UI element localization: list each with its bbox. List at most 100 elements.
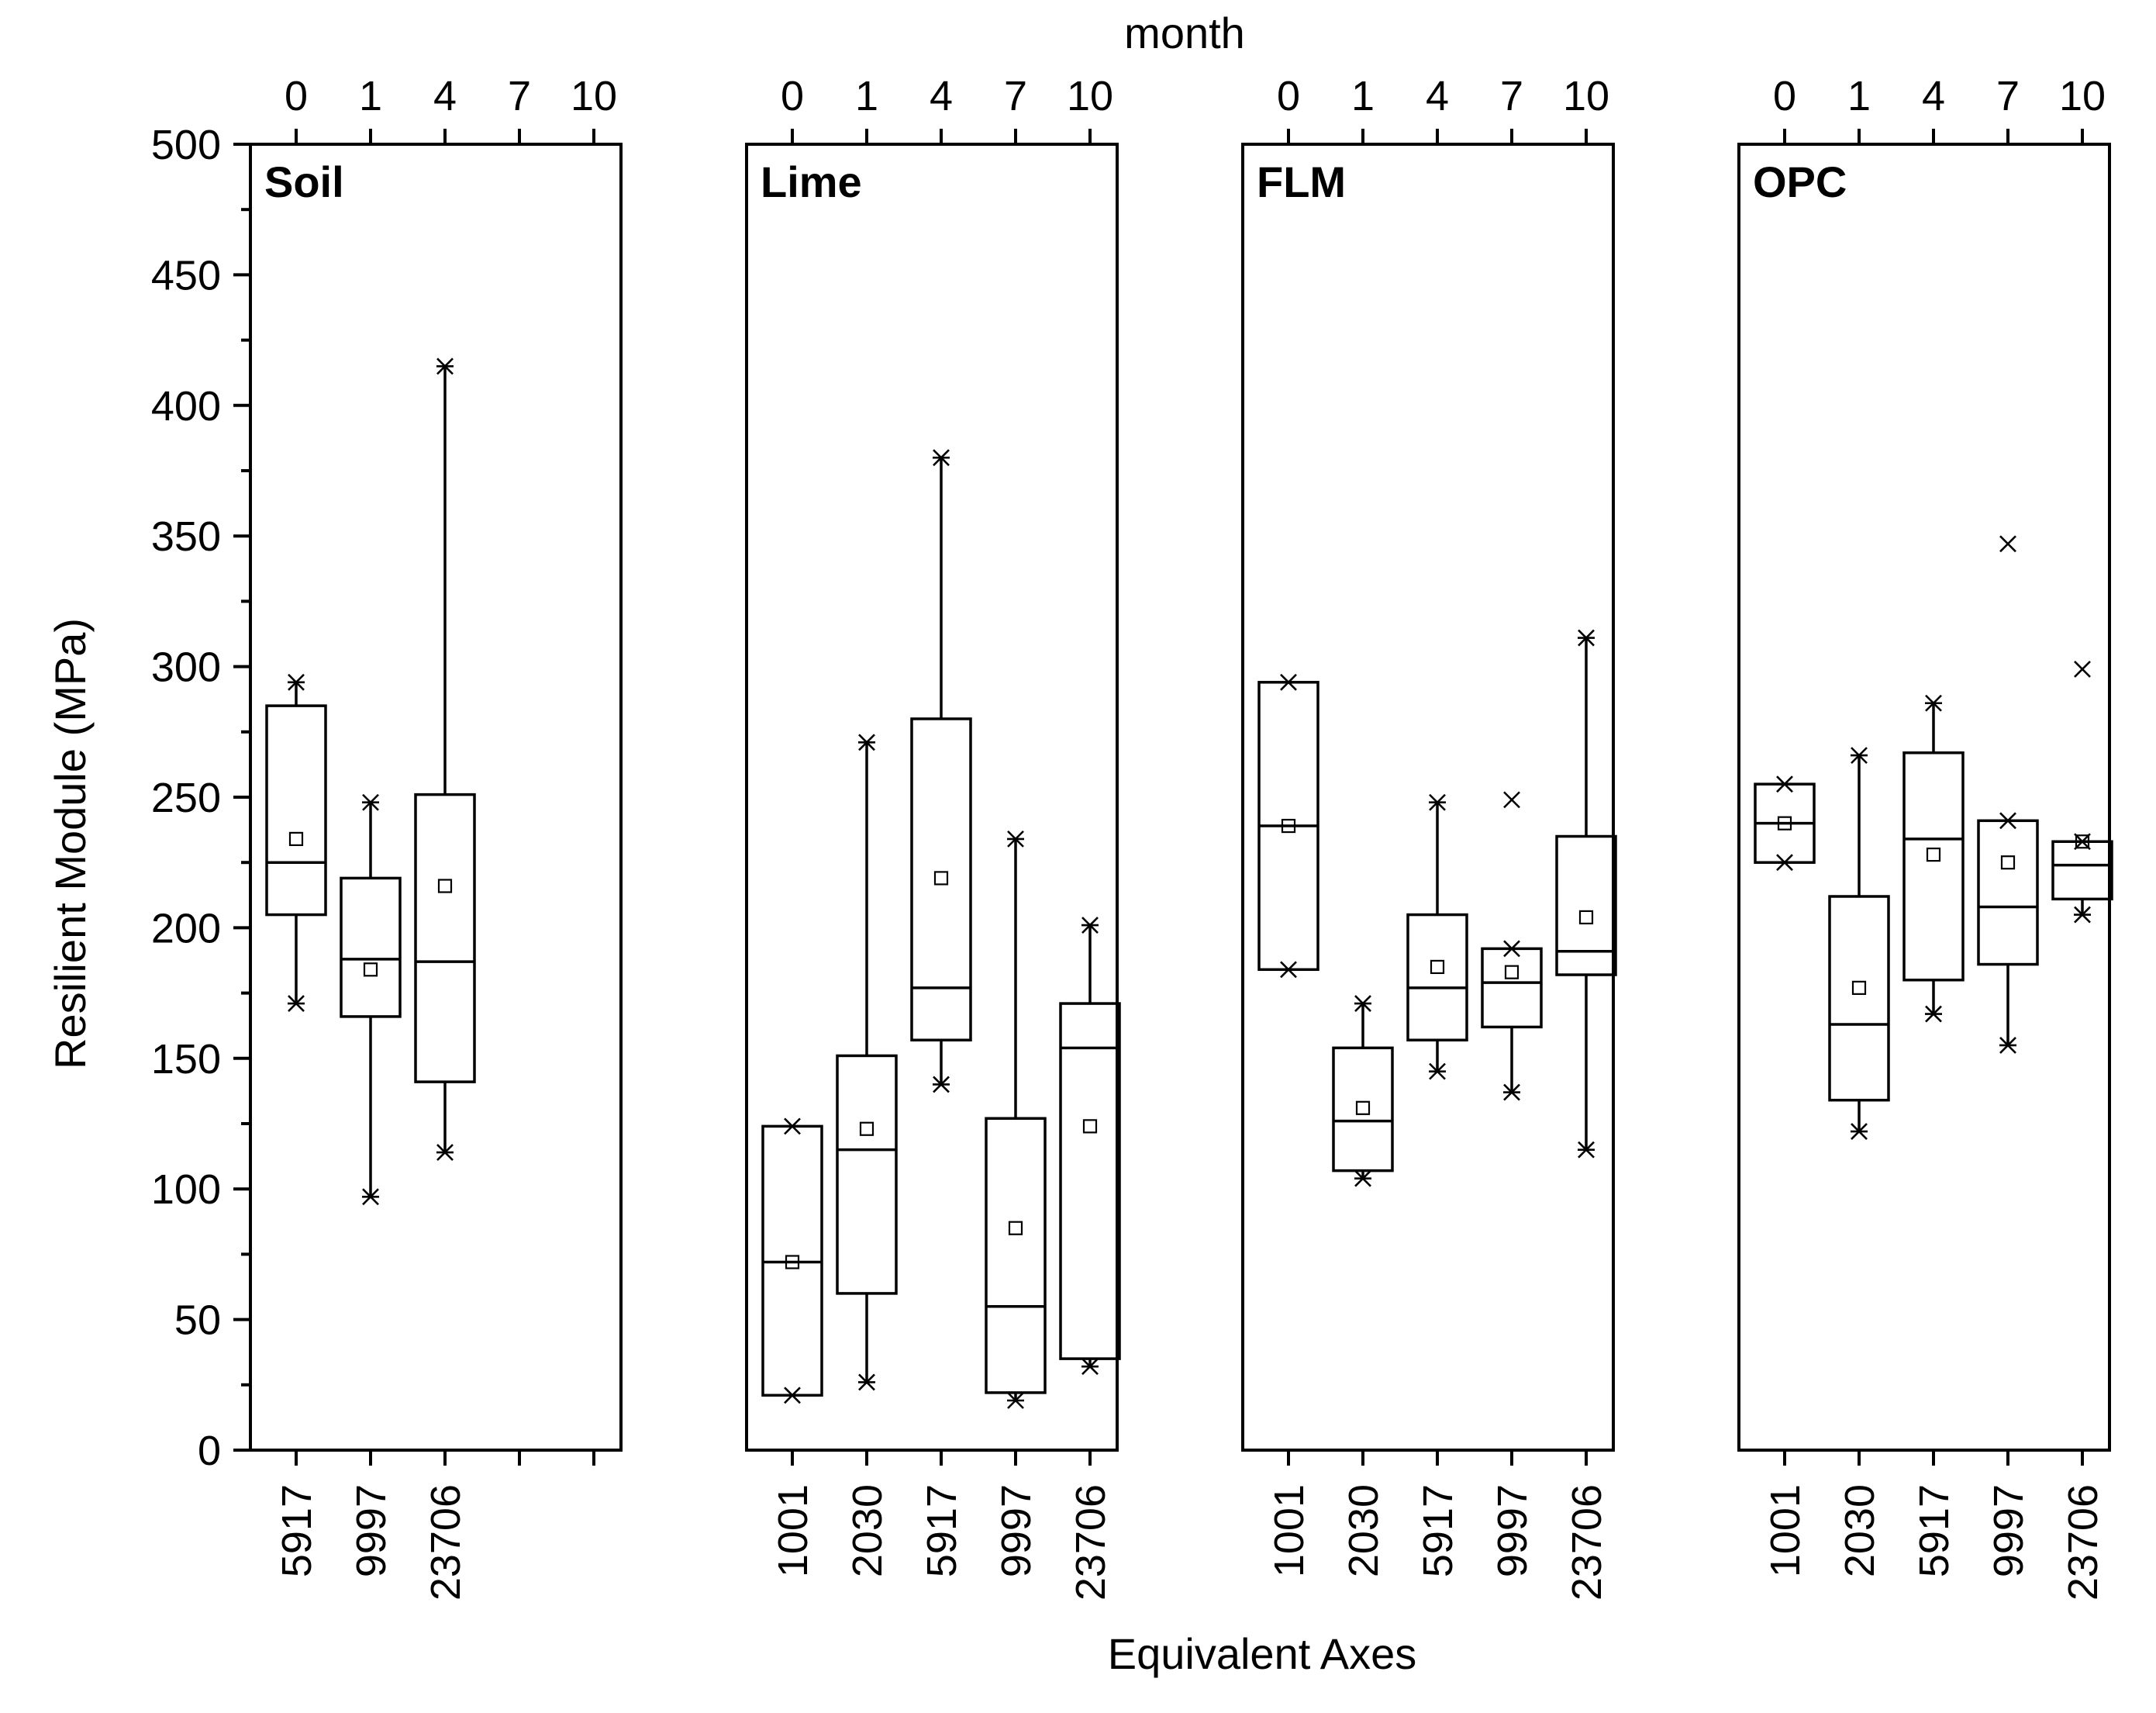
month-tick-label: 10 bbox=[1563, 73, 1609, 119]
month-tick-label: 0 bbox=[1277, 73, 1300, 119]
panel-lime-box-1-min-marker bbox=[858, 1373, 875, 1391]
category-tick-label: 9997 bbox=[348, 1484, 395, 1577]
category-tick-label: 9997 bbox=[993, 1484, 1040, 1577]
panel-opc-box-4-max-marker bbox=[2074, 833, 2091, 851]
panel-flm-frame bbox=[1241, 143, 1615, 1452]
y-tick-label: 250 bbox=[151, 775, 221, 821]
month-tick-label: 7 bbox=[1004, 73, 1027, 119]
y-axis-title: Resilient Module (MPa) bbox=[46, 618, 95, 1069]
category-tick-label: 1001 bbox=[1266, 1484, 1313, 1577]
panel-flm-box-4-max-marker bbox=[1578, 629, 1595, 647]
panel-soil-box-1 bbox=[340, 793, 402, 1206]
panel-flm-box-3-outlier-stroke bbox=[1503, 791, 1520, 809]
panel-soil-box-0-mean bbox=[288, 831, 304, 846]
panel-soil-box-2-mean bbox=[437, 879, 453, 893]
panel-soil: Soil 0 50 100 150 200 250 300 350 400 450 500 0 1 4 7 10… bbox=[151, 73, 623, 1601]
month-tick-label: 7 bbox=[1500, 73, 1523, 119]
month-tick-label: 0 bbox=[285, 73, 308, 119]
month-tick-label: 7 bbox=[508, 73, 531, 119]
y-tick-label: 0 bbox=[198, 1428, 221, 1474]
category-tick-label: 5917 bbox=[1911, 1484, 1958, 1577]
panel-lime-box-4-iqr-box bbox=[1059, 1002, 1121, 1360]
panel-opc-box-4-iqr-box bbox=[2051, 840, 2113, 901]
panel-flm-box-4-mean bbox=[1578, 910, 1594, 925]
month-tick-label: 10 bbox=[2059, 73, 2106, 119]
panel-lime-box-3-mean bbox=[1008, 1221, 1023, 1235]
y-tick-label: 150 bbox=[151, 1036, 221, 1083]
panel-opc-box-0-max-marker bbox=[1776, 775, 1793, 793]
panel-opc-box-1-mean bbox=[1851, 980, 1867, 995]
panel-flm-box-3-min-marker bbox=[1503, 1083, 1520, 1101]
panel-flm-box-4-min-marker bbox=[1578, 1141, 1595, 1159]
panel-opc-box-3-mean bbox=[2000, 855, 2016, 870]
panel-lime-box-3-min-marker bbox=[1007, 1392, 1024, 1409]
panel-soil-box-0-max-marker bbox=[288, 673, 305, 691]
panel-flm-box-0-min-marker bbox=[1280, 961, 1297, 979]
category-tick-label: 23706 bbox=[1564, 1484, 1610, 1601]
panel-flm-box-4-iqr-box bbox=[1555, 834, 1617, 976]
y-tick-label: 400 bbox=[151, 383, 221, 430]
category-tick-label: 9997 bbox=[1489, 1484, 1536, 1577]
y-tick-label: 500 bbox=[151, 122, 221, 168]
category-tick-label: 2030 bbox=[1340, 1484, 1387, 1577]
panel-flm-box-2-mean bbox=[1430, 959, 1445, 975]
panel-lime-box-0-max-marker bbox=[784, 1117, 801, 1135]
panel-opc-box-1 bbox=[1828, 747, 1890, 1141]
month-tick-label: 4 bbox=[1922, 73, 1945, 119]
panel-opc-box-0-mean bbox=[1777, 816, 1792, 831]
month-tick-label: 1 bbox=[1847, 73, 1871, 119]
panel-opc-box-3 bbox=[1977, 535, 2039, 1054]
panel-opc-box-1-iqr-box bbox=[1828, 895, 1890, 1102]
category-tick-label: 5917 bbox=[919, 1484, 965, 1577]
panel-soil-box-1-min-marker bbox=[362, 1188, 379, 1206]
category-tick-label: 2030 bbox=[844, 1484, 891, 1577]
panel-lime-box-0 bbox=[761, 1117, 823, 1404]
panel-flm-box-2-min-marker bbox=[1429, 1062, 1446, 1080]
panel-opc-box-0 bbox=[1754, 775, 1816, 872]
panel-flm-title: FLM bbox=[1257, 157, 1346, 206]
panel-opc-box-2 bbox=[1902, 694, 1965, 1023]
y-tick-label: 350 bbox=[151, 513, 221, 560]
panel-soil-box-1-max-marker bbox=[362, 793, 379, 811]
panel-lime-box-4-mean bbox=[1082, 1119, 1098, 1134]
category-tick-label: 5917 bbox=[1415, 1484, 1461, 1577]
panel-flm-box-2-iqr-box bbox=[1406, 913, 1468, 1041]
panel-flm-box-3-iqr-box bbox=[1481, 947, 1543, 1029]
panel-opc-box-4-outlier-stroke bbox=[2074, 661, 2091, 678]
panel-soil-title: Soil bbox=[264, 157, 344, 206]
panel-soil-box-1-mean bbox=[363, 962, 378, 977]
panel-opc-box-3-iqr-box bbox=[1977, 819, 2039, 966]
panel-lime-box-1 bbox=[836, 734, 898, 1391]
panel-flm-box-1-min-marker bbox=[1354, 1169, 1371, 1187]
panel-opc-box-3-outlier bbox=[1999, 535, 2016, 553]
panel-flm-box-1 bbox=[1332, 995, 1394, 1187]
y-tick-label: 200 bbox=[151, 905, 221, 951]
panel-lime: Lime 0 1 4 7 10 1001 2030 5917 9997 23706 bbox=[745, 73, 1121, 1601]
category-tick-label: 1001 bbox=[770, 1484, 816, 1577]
month-tick-label: 0 bbox=[781, 73, 804, 119]
panel-flm-box-0-max-marker bbox=[1280, 673, 1297, 691]
category-tick-label: 9997 bbox=[1985, 1484, 2032, 1577]
panel-flm-box-0-mean bbox=[1281, 818, 1296, 834]
panel-lime-box-3 bbox=[985, 830, 1047, 1409]
panel-soil-box-1-iqr-box bbox=[340, 876, 402, 1018]
panel-lime-box-2 bbox=[910, 449, 972, 1093]
panel-lime-box-3-max-marker bbox=[1007, 830, 1024, 848]
panel-lime-box-4 bbox=[1059, 917, 1121, 1376]
panel-flm: FLM 0 1 4 7 10 1001 2030 5917 9997 23706 bbox=[1241, 73, 1617, 1601]
panel-opc-box-3-min-marker bbox=[1999, 1037, 2016, 1054]
category-tick-label: 5917 bbox=[274, 1484, 320, 1577]
y-tick-label: 50 bbox=[174, 1297, 221, 1344]
panel-flm-box-4 bbox=[1555, 629, 1617, 1159]
panel-flm-box-3-outlier bbox=[1503, 791, 1520, 809]
panel-lime-box-3-iqr-box bbox=[985, 1117, 1047, 1394]
panel-flm-box-3 bbox=[1481, 791, 1543, 1101]
panel-lime-box-1-iqr-box bbox=[836, 1054, 898, 1295]
panel-opc-box-4-min-marker bbox=[2074, 906, 2091, 924]
y-tick-label: 300 bbox=[151, 644, 221, 691]
panel-lime-box-1-mean bbox=[859, 1121, 874, 1136]
panel-soil-box-0-min-marker bbox=[288, 995, 305, 1012]
top-axis-title: month bbox=[1124, 9, 1245, 57]
month-tick-label: 10 bbox=[571, 73, 617, 119]
panel-flm-box-1-iqr-box bbox=[1332, 1046, 1394, 1173]
